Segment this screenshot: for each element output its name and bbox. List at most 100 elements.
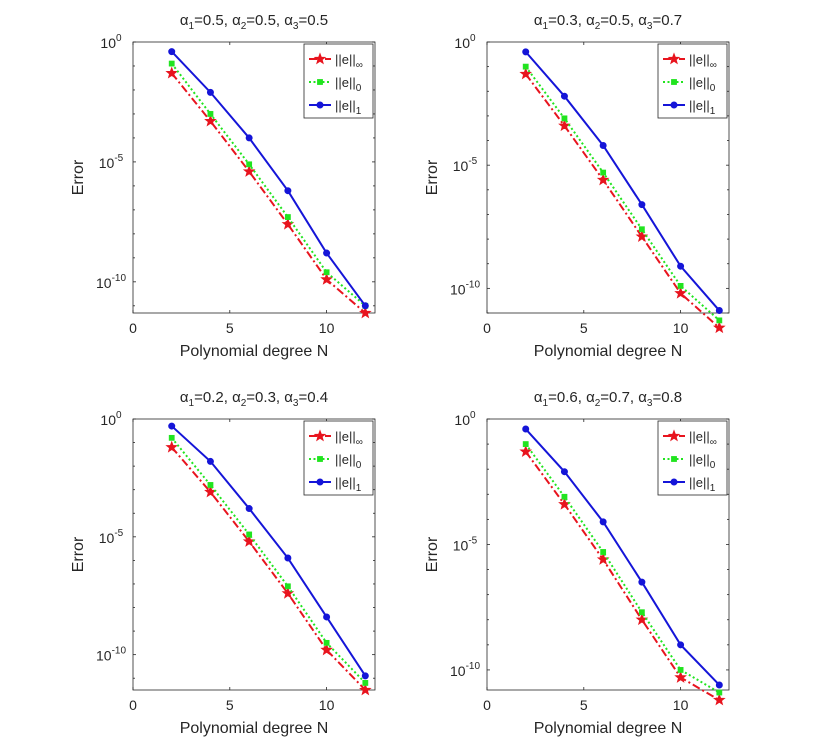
data-point [638, 226, 645, 233]
legend-entry: ||e||0 [335, 452, 362, 471]
legend-swatch-marker [313, 52, 327, 65]
chart-panel-1: 0 5 10 100 10-5 10-10 α1=0.5, α2=0.5, α3=0.5 Po… [70, 12, 376, 360]
y-tick-label: 100 [100, 33, 122, 51]
data-point [677, 667, 684, 673]
y-axis-label: Error [70, 536, 87, 572]
series-1 [519, 67, 726, 334]
data-point [323, 613, 331, 621]
x-axis-label: Polynomial degree N [534, 343, 683, 360]
data-point [716, 689, 723, 696]
data-point [361, 302, 369, 310]
legend-entry: ||e||0 [335, 75, 362, 94]
y-axis-label: Error [70, 159, 87, 195]
chart-title: α1=0.2, α2=0.3, α3=0.4 [180, 389, 328, 409]
data-point [284, 554, 292, 562]
data-point [715, 307, 723, 315]
y-tick-label: 10-10 [450, 279, 480, 297]
legend-swatch-marker [317, 79, 323, 85]
series-line [170, 50, 367, 307]
y-tick-label: 10-5 [99, 153, 124, 171]
data-point [242, 534, 256, 547]
y-tick-label: 10-10 [96, 273, 126, 291]
data-point [320, 643, 333, 656]
x-tick-label: 10 [319, 697, 335, 713]
y-axis-label: Error [424, 159, 441, 195]
legend: ||e||∞ ||e||0 ||e||1 [303, 420, 374, 496]
data-point [246, 531, 253, 538]
data-point [599, 141, 607, 149]
x-tick-label: 5 [226, 320, 234, 336]
data-point [713, 693, 726, 706]
data-point [522, 63, 529, 70]
series-3 [522, 48, 723, 315]
data-point [600, 169, 607, 176]
y-tick-label: 10-10 [96, 646, 126, 664]
data-point [677, 641, 685, 649]
x-tick-label: 5 [580, 697, 588, 713]
legend: ||e||∞ ||e||0 ||e||1 [657, 420, 728, 496]
series-1 [165, 440, 372, 696]
y-tick-label: 100 [454, 33, 476, 51]
data-point [207, 111, 214, 117]
data-point [716, 317, 723, 324]
legend-swatch-marker [670, 478, 678, 486]
series-line [170, 437, 367, 684]
x-tick-label: 0 [483, 320, 491, 336]
data-point [165, 440, 179, 453]
series-2 [168, 434, 369, 686]
series-line [170, 72, 366, 314]
data-point [600, 549, 607, 555]
y-tick-label: 10-5 [99, 528, 124, 546]
legend-entry: ||e||∞ [335, 429, 363, 448]
legend-entry: ||e||∞ [335, 52, 363, 71]
series-line [524, 51, 721, 312]
data-point [206, 88, 214, 96]
x-tick-label: 10 [319, 320, 335, 336]
y-tick-label: 100 [454, 410, 476, 428]
data-point [674, 286, 687, 299]
y-tick-label: 10-10 [450, 661, 480, 679]
data-point [638, 201, 646, 209]
series-3 [168, 422, 369, 680]
legend-entry: ||e||0 [689, 452, 716, 471]
data-point [522, 441, 529, 447]
x-tick-label: 0 [129, 320, 137, 336]
data-point [359, 683, 372, 696]
data-point [638, 609, 645, 616]
legend: ||e||∞ ||e||0 ||e||1 [657, 43, 728, 119]
chart-title: α1=0.5, α2=0.5, α3=0.5 [180, 12, 328, 32]
x-tick-label: 10 [673, 697, 689, 713]
data-point [677, 282, 684, 289]
series-line [170, 446, 367, 691]
series-3 [522, 425, 723, 689]
legend-entry: ||e||1 [335, 475, 362, 494]
legend-entry: ||e||1 [335, 98, 362, 117]
chart-panel-2: 0 5 10 100 10-5 10-10 α1=0.3, α2=0.5, α3=0.7 Po… [424, 12, 730, 360]
data-point [245, 134, 253, 142]
y-tick-label: 10-5 [453, 156, 478, 174]
data-point [165, 66, 179, 79]
x-tick-label: 5 [226, 697, 234, 713]
data-point [560, 92, 568, 100]
data-point [207, 482, 214, 488]
data-point [204, 114, 217, 127]
data-point [596, 173, 610, 186]
legend-swatch-marker [667, 52, 681, 65]
data-point [361, 672, 369, 680]
data-point [522, 48, 530, 56]
data-point [168, 422, 176, 430]
x-axis-label: Polynomial degree N [180, 720, 329, 737]
series-1 [165, 66, 372, 319]
data-point [206, 457, 214, 465]
legend-entry: ||e||1 [689, 475, 716, 494]
legend-swatch-marker [671, 456, 677, 462]
x-axis-label: Polynomial degree N [180, 343, 329, 360]
legend-swatch-marker [313, 429, 327, 442]
series-line [524, 443, 720, 694]
series-3 [168, 48, 369, 310]
data-point [638, 578, 646, 586]
data-point [168, 434, 175, 441]
data-point [320, 272, 333, 285]
data-point [323, 249, 331, 257]
